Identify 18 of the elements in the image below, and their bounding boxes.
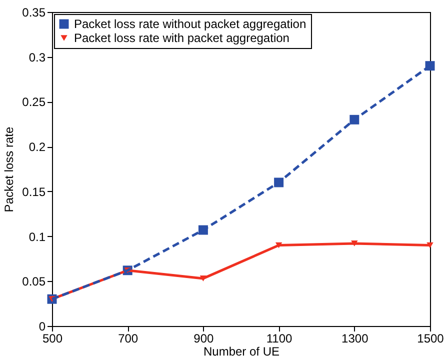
y-tick-label: 0.2 — [28, 140, 46, 154]
y-tick-label: 0.25 — [22, 95, 46, 110]
x-axis-title: Number of UE — [203, 344, 280, 356]
x-tick-label: 1300 — [342, 332, 369, 346]
x-tick-label: 900 — [194, 332, 214, 346]
legend-label: Packet loss rate without packet aggregation — [74, 17, 306, 31]
y-tick-label: 0.1 — [28, 230, 46, 244]
x-tick-label: 1500 — [417, 332, 444, 346]
y-tick-label: 0.05 — [22, 274, 46, 289]
y-axis-title: Packet loss rate — [2, 126, 16, 212]
y-tick-label: 0.15 — [22, 184, 46, 199]
x-tick-label: 500 — [42, 332, 63, 346]
x-tick-label: 700 — [118, 332, 138, 346]
y-tick-label: 0.3 — [28, 50, 46, 64]
legend-label: Packet loss rate with packet aggregation — [74, 31, 290, 45]
y-tick-label: 0.35 — [22, 6, 46, 20]
x-tick-label: 1100 — [266, 332, 293, 346]
y-tick-label: 0 — [38, 320, 46, 334]
